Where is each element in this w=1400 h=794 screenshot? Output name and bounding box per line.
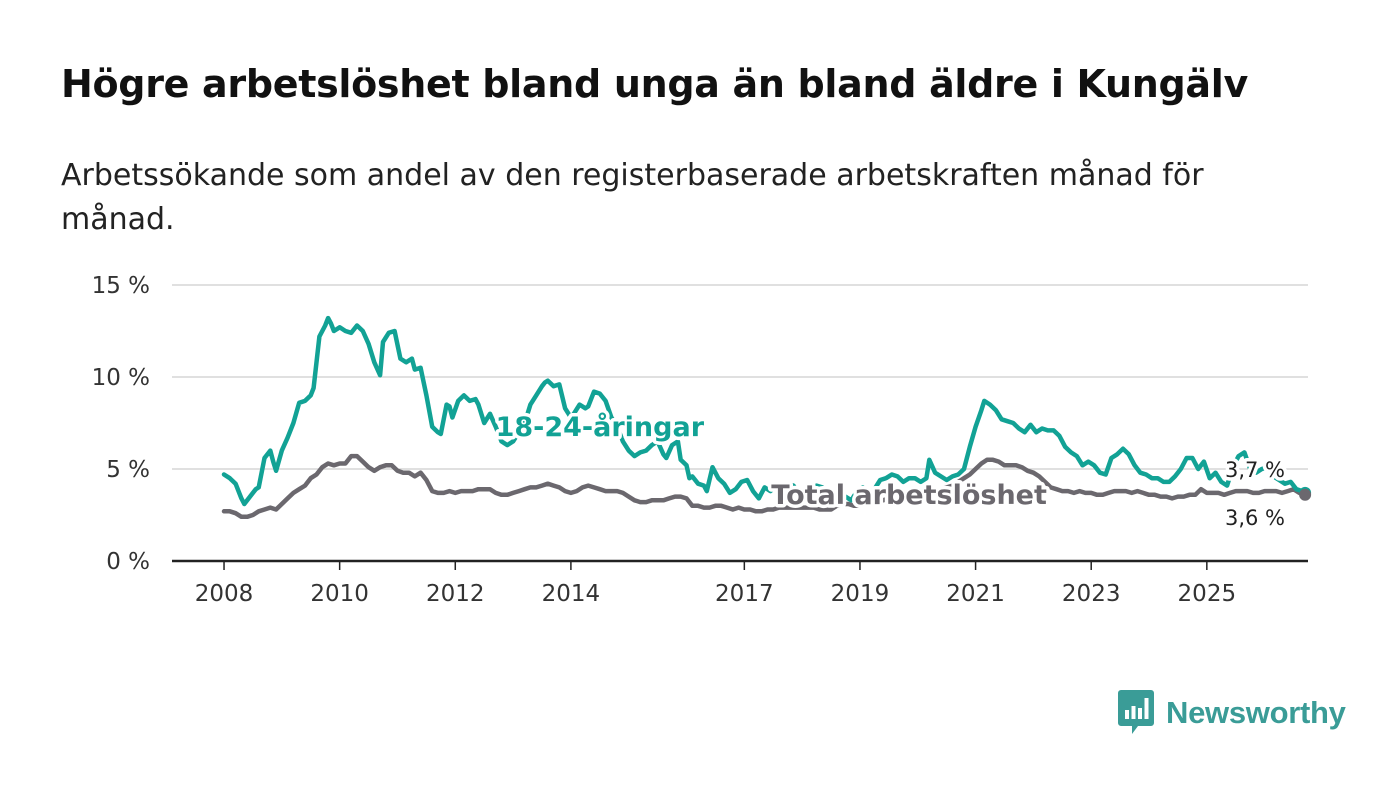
x-tick-label: 2019 xyxy=(831,581,890,607)
x-tick-label: 2010 xyxy=(310,581,369,607)
end-value-total: 3,6 % xyxy=(1225,506,1285,530)
series-label-total: Total arbetslöshet xyxy=(771,480,1047,511)
brand-name: Newsworthy xyxy=(1166,695,1346,730)
gridlines xyxy=(172,284,1308,470)
y-tick-label: 15 % xyxy=(92,273,150,299)
x-tick-label: 2021 xyxy=(946,581,1005,607)
chart-title: Högre arbetslöshet bland unga än bland ä… xyxy=(61,62,1248,106)
y-tick-label: 5 % xyxy=(106,457,150,483)
series-line-youth xyxy=(221,315,1308,507)
end-value-youth: 3,7 % xyxy=(1225,458,1285,482)
x-tick-label: 2008 xyxy=(195,581,254,607)
bar-chart-icon xyxy=(1118,690,1154,734)
newsworthy-logo: Newsworthy xyxy=(1118,690,1346,736)
x-tick-label: 2023 xyxy=(1062,581,1121,607)
series-line-total xyxy=(221,453,1308,520)
series-label-youth: 18-24-åringar xyxy=(496,411,705,443)
x-tick-label: 2017 xyxy=(715,581,774,607)
series-lines xyxy=(221,315,1312,520)
x-tick-label: 2012 xyxy=(426,581,485,607)
x-axis: 2008 2010 2012 2014 2017 2019 2021 2023 2025 xyxy=(172,559,1308,607)
chart-subtitle: Arbetssökande som andel av den registerb… xyxy=(61,158,1204,237)
y-tick-label: 0 % xyxy=(106,549,150,575)
y-axis: 0 % 5 % 10 % 15 % xyxy=(92,273,150,575)
end-point-total xyxy=(1299,488,1312,501)
series-labels: 18-24-åringar Total arbetslöshet 3,7 % 3,6 … xyxy=(492,407,1288,533)
y-tick-label: 10 % xyxy=(92,365,150,391)
x-tick-label: 2014 xyxy=(542,581,601,607)
x-tick-label: 2025 xyxy=(1178,581,1237,607)
